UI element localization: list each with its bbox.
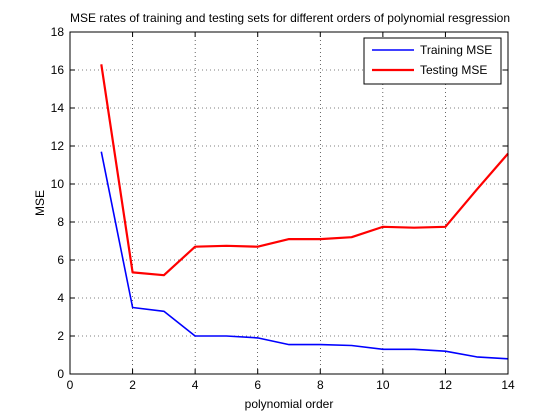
x-axis-label: polynomial order xyxy=(245,397,334,411)
x-tick-label: 4 xyxy=(192,378,199,392)
y-axis-label: MSE xyxy=(33,190,47,216)
y-tick-label: 12 xyxy=(51,139,65,153)
y-tick-label: 4 xyxy=(57,291,64,305)
x-tick-label: 2 xyxy=(129,378,136,392)
x-tick-label: 6 xyxy=(254,378,261,392)
x-tick-label: 8 xyxy=(317,378,324,392)
y-tick-label: 14 xyxy=(51,101,65,115)
x-tick-label: 14 xyxy=(501,378,515,392)
x-tick-label: 12 xyxy=(439,378,453,392)
legend-entry-label: Training MSE xyxy=(420,43,492,57)
legend-entry-label: Testing MSE xyxy=(420,63,487,77)
y-tick-label: 8 xyxy=(57,215,64,229)
y-tick-label: 6 xyxy=(57,253,64,267)
x-tick-label: 10 xyxy=(376,378,390,392)
y-tick-label: 10 xyxy=(51,177,65,191)
chart-title: MSE rates of training and testing sets f… xyxy=(70,11,510,25)
y-tick-label: 18 xyxy=(51,25,65,39)
y-tick-label: 2 xyxy=(57,329,64,343)
legend: Training MSE Testing MSE xyxy=(364,38,501,84)
y-tick-label: 0 xyxy=(57,367,64,381)
y-tick-label: 16 xyxy=(51,63,65,77)
x-tick-label: 0 xyxy=(67,378,74,392)
